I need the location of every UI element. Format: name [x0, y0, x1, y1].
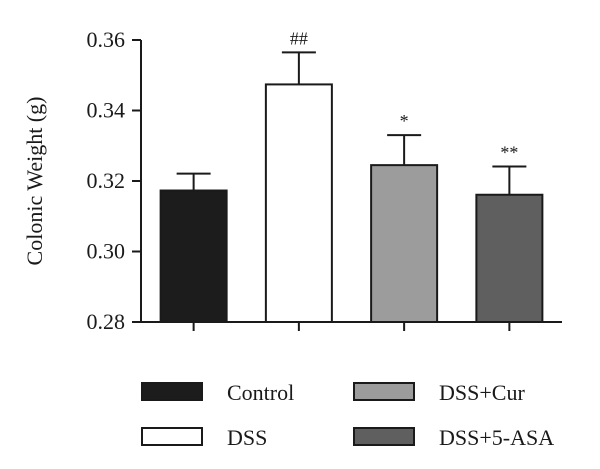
bar-control	[159, 189, 228, 323]
legend-swatch	[141, 382, 203, 401]
legend-label: DSS	[227, 425, 267, 450]
legend-label: DSS+5-ASA	[439, 425, 554, 450]
legend-swatch	[141, 427, 203, 446]
legend-label: DSS+Cur	[439, 380, 525, 405]
y-tick-label: 0.28	[87, 309, 126, 334]
y-tick-label: 0.36	[87, 27, 126, 52]
x-axis	[141, 321, 562, 331]
y-tick-label: 0.32	[87, 168, 126, 193]
legend: Control DSS DSS+Cur DSS+5-ASA	[141, 380, 554, 450]
legend-swatch	[353, 427, 415, 446]
bar-dss-cur	[370, 164, 439, 323]
y-axis-title: Colonic Weight (g)	[22, 97, 47, 266]
significance-label: **	[500, 143, 518, 163]
y-tick-label: 0.34	[87, 98, 126, 123]
significance-label: *	[400, 111, 409, 131]
bar-dss-5-asa	[475, 193, 544, 323]
y-axis: 0.28 0.30 0.32 0.34 0.36	[87, 27, 142, 334]
bars: ##***	[159, 28, 544, 324]
legend-swatch	[353, 382, 415, 401]
y-tick-label: 0.30	[87, 239, 126, 264]
legend-label: Control	[227, 380, 294, 405]
significance-label: ##	[290, 28, 308, 48]
bar-dss	[264, 83, 333, 324]
